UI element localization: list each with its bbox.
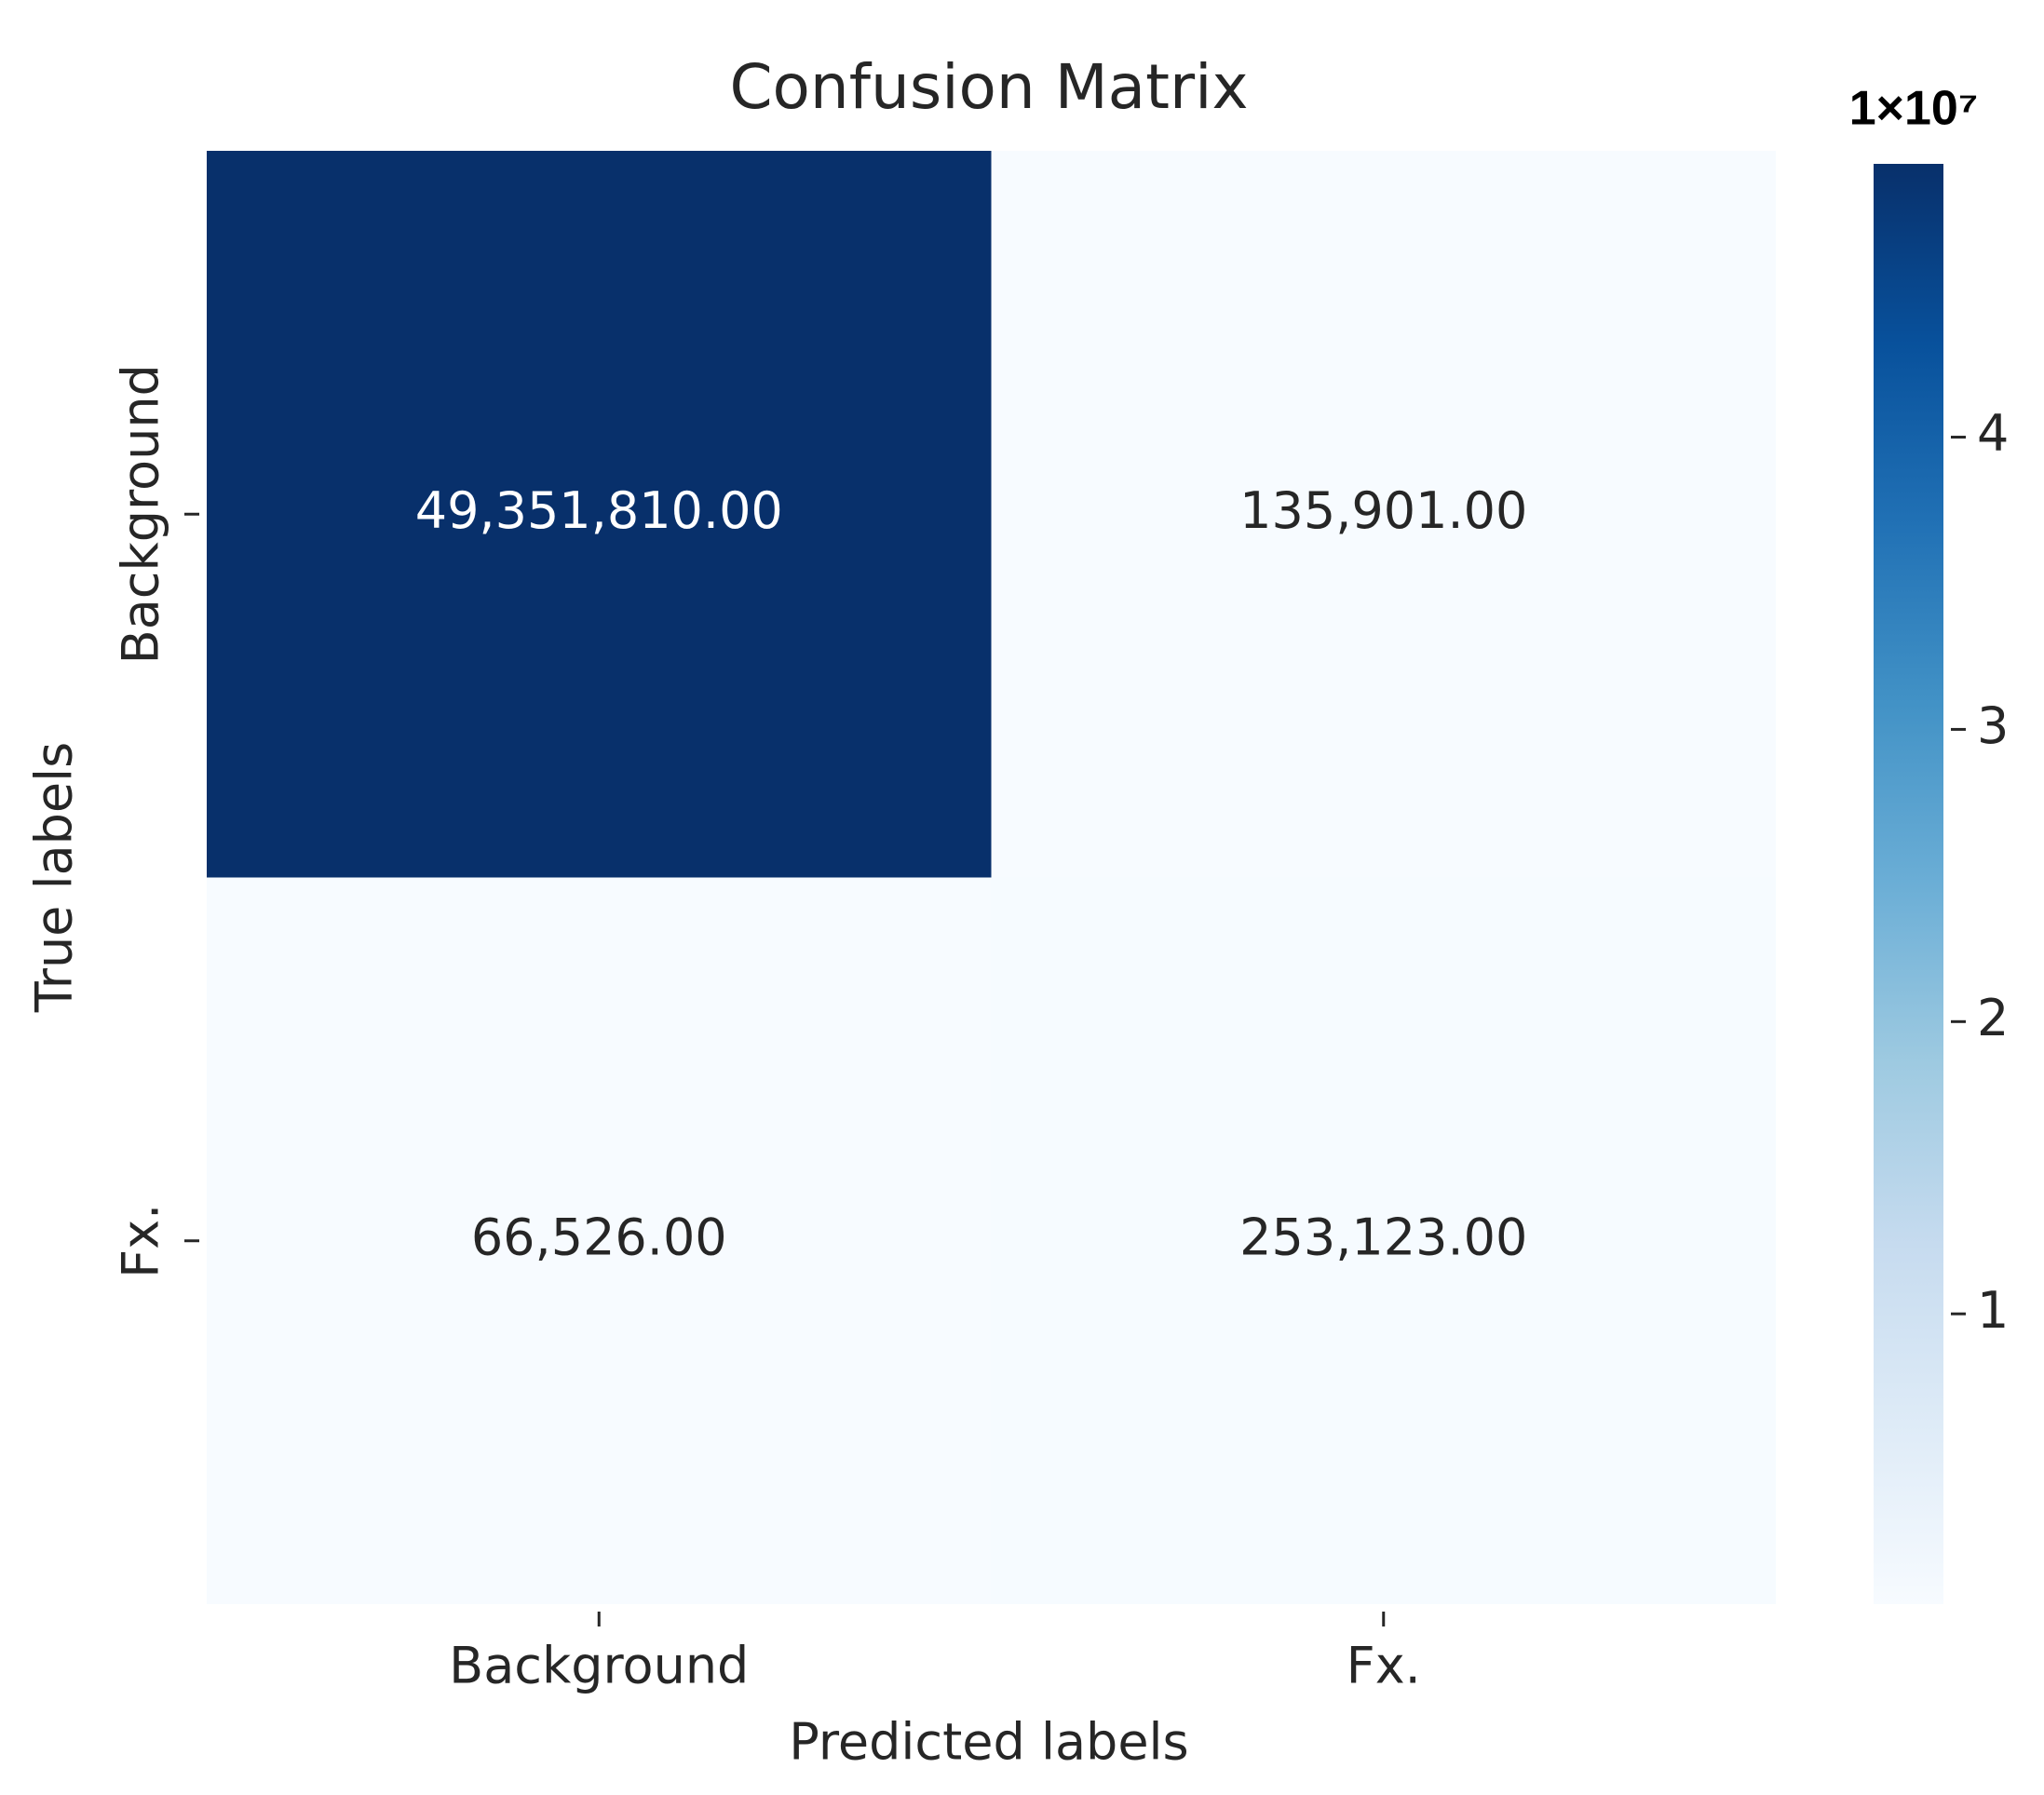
colorbar-offset-label: 1×10⁷ [1849, 82, 1979, 136]
x-tick-label: Background [449, 1637, 749, 1695]
x-axis-label: Predicted labels [789, 1713, 1188, 1772]
y-axis-label: True labels [25, 742, 84, 1014]
cell-value-label: 135,901.00 [1239, 481, 1527, 540]
cell-value-label: 49,351,810.00 [415, 481, 783, 540]
colorbar [1874, 164, 1943, 1604]
colorbar-tick-label: 2 [1977, 989, 2009, 1047]
heatmap-cell [207, 151, 992, 878]
cell-value-label: 66,526.00 [471, 1208, 727, 1266]
colorbar-tick-label: 3 [1977, 696, 2009, 755]
colorbar-tick-label: 1 [1977, 1281, 2009, 1340]
heatmap-cell [207, 877, 992, 1604]
x-tick-label: Fx. [1347, 1637, 1421, 1695]
colorbar-tick-label: 4 [1977, 404, 2009, 463]
cell-value-label: 253,123.00 [1239, 1208, 1527, 1266]
y-tick-label: Fx. [112, 1204, 170, 1278]
chart-title: Confusion Matrix [729, 51, 1248, 123]
y-tick-label: Background [112, 364, 170, 664]
heatmap-cell [991, 877, 1776, 1604]
heatmap-cell [991, 151, 1776, 878]
